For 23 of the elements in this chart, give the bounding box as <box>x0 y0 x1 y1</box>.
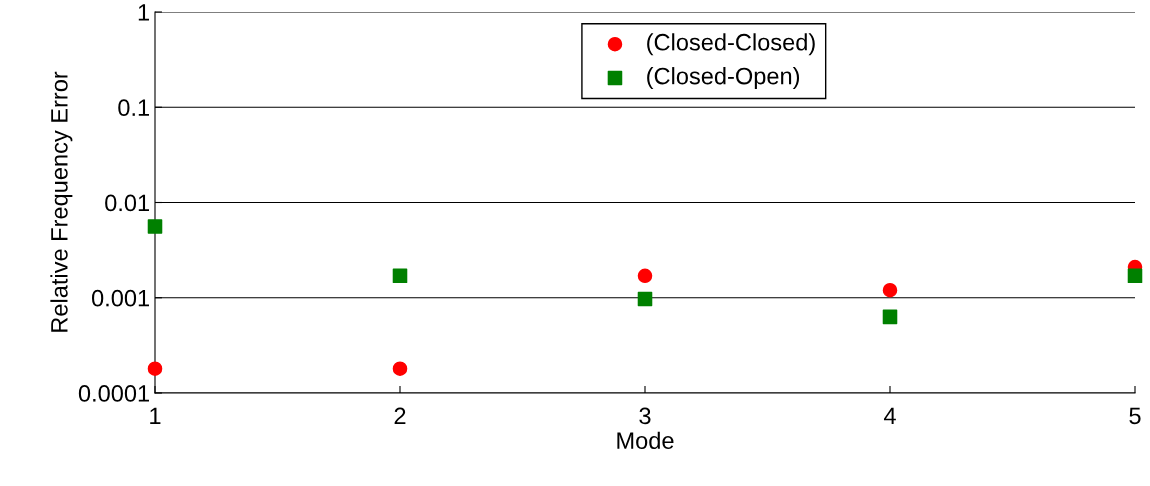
point <box>147 219 163 234</box>
point <box>637 268 653 284</box>
point <box>147 361 163 376</box>
x-tick-label: 2 <box>394 407 406 424</box>
point <box>392 361 408 376</box>
point <box>882 282 898 298</box>
x-axis-title: Mode <box>617 431 674 450</box>
y-tick-label: 0.0001 <box>78 385 149 402</box>
point <box>882 309 898 325</box>
y-axis-title: Relative Frequency Error <box>50 71 73 332</box>
x-tick-label: 5 <box>1129 407 1141 425</box>
x-tick-label: 4 <box>883 407 896 424</box>
point <box>637 291 653 307</box>
y-tick-label: 1 <box>138 4 149 21</box>
legend-label: (Closed-Closed) <box>647 33 815 56</box>
point <box>392 268 408 284</box>
point <box>1127 268 1143 284</box>
y-tick-label: 0.01 <box>105 194 149 212</box>
x-tick-label: 1 <box>150 407 161 424</box>
x-tick-label: 3 <box>639 407 651 425</box>
y-tick-label: 0.001 <box>91 289 149 307</box>
y-tick-label: 0.1 <box>118 99 149 117</box>
legend-label: (Closed-Open) <box>647 67 800 90</box>
